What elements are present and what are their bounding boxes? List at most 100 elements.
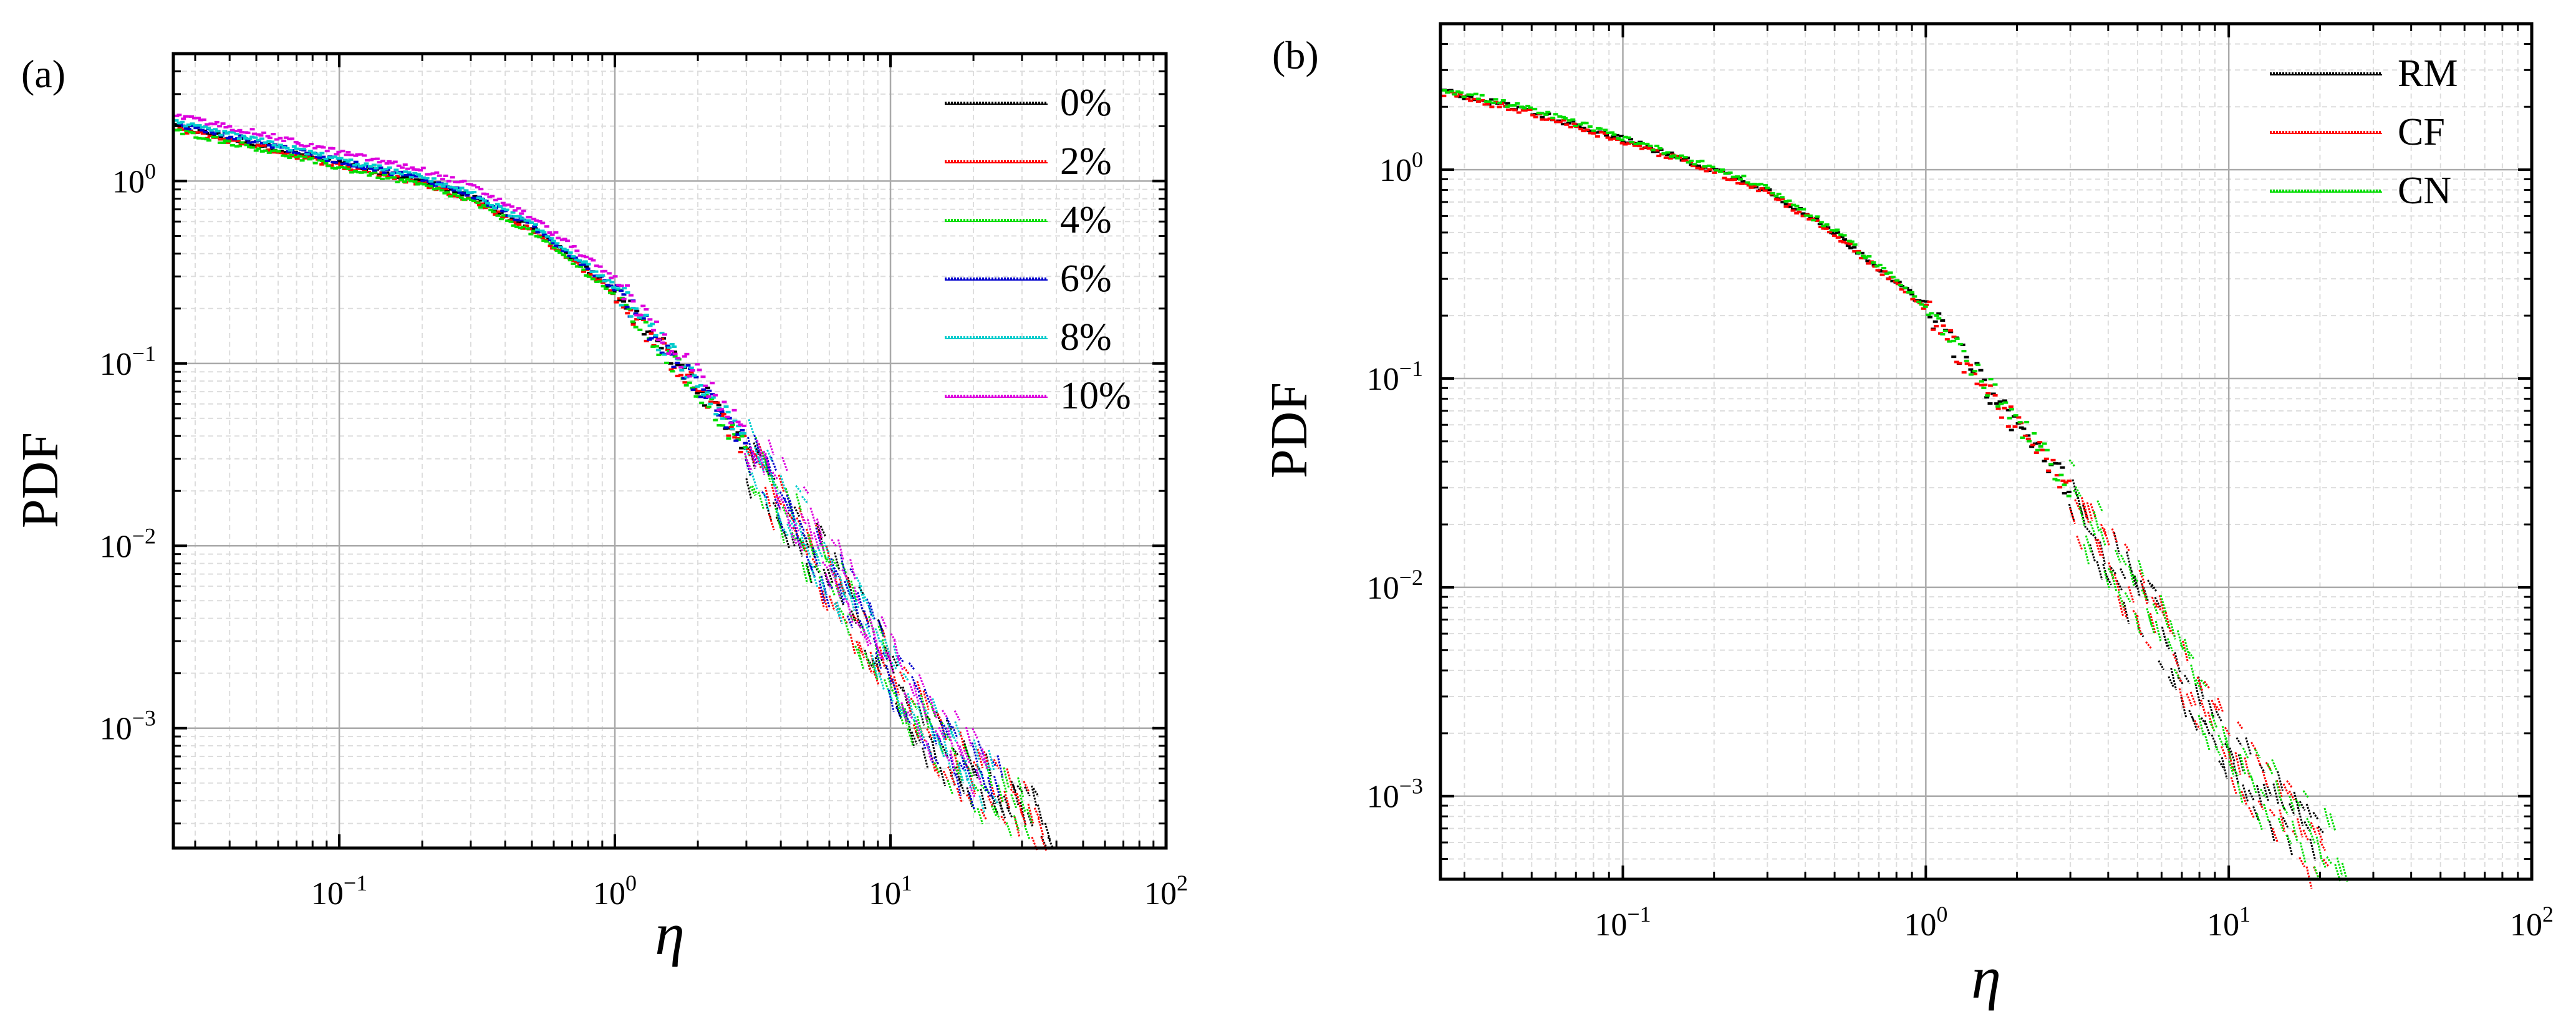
data-point (2248, 807, 2255, 819)
data-point (834, 602, 841, 618)
data-point (919, 727, 925, 740)
data-point (818, 534, 825, 552)
data-point (2128, 565, 2135, 587)
data-point (2099, 541, 2106, 564)
data-point (2275, 780, 2282, 801)
data-point (798, 524, 806, 547)
data-point (2178, 688, 2186, 708)
data-point (852, 614, 859, 622)
data-point (2289, 803, 2295, 816)
data-point (787, 521, 794, 531)
data-point (1010, 788, 1017, 796)
data-point (911, 700, 918, 710)
legend: 0% 2% 4% 6% 8% 10% (945, 82, 1131, 417)
series-6pct (177, 122, 1004, 811)
data-point (2255, 754, 2262, 767)
data-point (2089, 521, 2096, 536)
x-tick-label: 101 (869, 870, 912, 912)
data-point (2174, 652, 2181, 673)
data-point (950, 731, 958, 743)
data-point (2299, 857, 2306, 867)
data-point (909, 683, 916, 697)
data-point (916, 680, 924, 697)
y-tick-label: 10−3 (100, 706, 156, 747)
data-point (927, 717, 934, 730)
data-point (948, 768, 956, 786)
data-point (2203, 680, 2211, 689)
data-point (2320, 857, 2327, 869)
data-point (2217, 735, 2225, 748)
data-point (2115, 549, 2121, 563)
data-point (2225, 737, 2232, 760)
data-point (2272, 783, 2280, 804)
data-point (2289, 796, 2296, 812)
data-point (985, 753, 992, 776)
data-point (2242, 747, 2249, 760)
data-point (801, 561, 808, 584)
data-point (977, 740, 984, 755)
data-point (2239, 753, 2246, 774)
data-point (865, 634, 872, 645)
data-point (892, 655, 899, 668)
data-point (916, 702, 924, 718)
data-point (1019, 801, 1026, 825)
data-point (866, 658, 873, 675)
data-point (744, 442, 751, 458)
data-point (2237, 782, 2244, 804)
data-point (922, 690, 930, 710)
data-point (2110, 571, 2118, 592)
data-point (947, 723, 954, 739)
data-point (2326, 856, 2333, 865)
data-point (2078, 505, 2086, 526)
data-point (2315, 836, 2323, 859)
y-tick-label: 10−3 (1367, 774, 1423, 815)
data-point (828, 596, 836, 612)
data-point (833, 552, 841, 572)
data-point (2214, 703, 2221, 711)
data-point (2194, 678, 2202, 690)
data-point (913, 684, 920, 705)
data-point (770, 456, 777, 471)
data-point (944, 747, 952, 770)
data-point (924, 688, 931, 704)
data-point (799, 538, 806, 552)
data-point (1017, 777, 1025, 798)
data-point (791, 514, 798, 526)
data-point (760, 455, 768, 471)
data-point (972, 764, 979, 779)
data-point (958, 761, 965, 771)
data-point (751, 452, 758, 465)
data-point (972, 728, 979, 740)
data-point (1010, 794, 1018, 809)
data-point (2200, 699, 2207, 718)
x-tick-label: 100 (593, 870, 637, 912)
data-point (806, 519, 814, 540)
data-point (931, 707, 938, 720)
data-point (2094, 538, 2101, 557)
data-point (893, 639, 900, 662)
data-point (999, 801, 1006, 819)
data-point (858, 641, 866, 658)
data-point (786, 494, 793, 514)
data-point (825, 546, 832, 567)
data-point (2152, 603, 2159, 616)
data-point (839, 554, 847, 577)
data-point (2313, 866, 2320, 881)
data-point (837, 583, 845, 604)
y-axis-title: PDF (1260, 382, 1318, 478)
data-point (845, 575, 852, 589)
data-point (958, 745, 966, 761)
data-point (2111, 528, 2118, 544)
data-point (1037, 817, 1044, 837)
data-point (2113, 573, 2121, 592)
data-point (2117, 596, 2125, 617)
data-point (775, 494, 783, 506)
data-point (949, 754, 957, 776)
data-point (907, 728, 914, 746)
data-point (784, 506, 791, 528)
data-point (968, 756, 975, 776)
data-point (872, 670, 880, 685)
data-point (2151, 596, 2158, 609)
data-point (2247, 789, 2255, 801)
data-point (756, 440, 763, 456)
